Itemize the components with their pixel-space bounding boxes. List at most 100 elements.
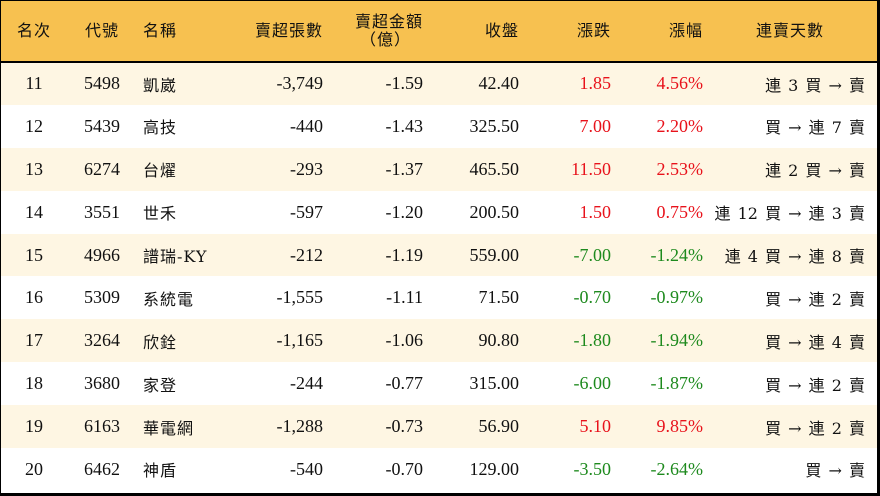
table-row[interactable]: 15 4966 譜瑞-KY -212 -1.19 559.00 -7.00 -1… [1, 233, 877, 277]
rank-cell: 19 [25, 416, 43, 437]
net-sell-lots-cell: -212 [290, 244, 323, 265]
net-sell-lots-cell: -3,749 [276, 73, 324, 94]
header-net-sell-amount: 賣超金額 （億） [323, 1, 423, 62]
change-pct-cell: -0.97% [650, 287, 704, 308]
name-cell[interactable]: 世禾 [143, 204, 178, 224]
change-cell: -1.80 [573, 330, 612, 351]
code-cell[interactable]: 3551 [84, 201, 120, 222]
code-cell[interactable]: 5309 [84, 287, 120, 308]
rank-cell: 16 [25, 287, 43, 308]
table-row[interactable]: 20 6462 神盾 -540 -0.70 129.00 -3.50 -2.64… [1, 448, 877, 491]
header-net-sell-amount-line1: 賣超金額 [354, 12, 423, 31]
change-pct-cell: -2.64% [650, 458, 704, 479]
change-pct-cell: -1.94% [650, 330, 704, 351]
rank-cell: 15 [25, 244, 43, 265]
rank-cell: 11 [25, 73, 43, 94]
rank-cell: 12 [25, 115, 43, 136]
net-sell-lots-cell: -540 [290, 458, 323, 479]
name-cell[interactable]: 華電網 [143, 418, 195, 438]
close-cell: 325.50 [469, 115, 520, 136]
rank-cell: 13 [25, 158, 43, 179]
code-cell[interactable]: 6163 [84, 416, 120, 437]
net-sell-amount-cell: -1.43 [385, 115, 424, 136]
name-cell[interactable]: 系統電 [143, 289, 195, 309]
streak-cell: 買 → 連 2 賣 [765, 289, 865, 309]
table-row[interactable]: 19 6163 華電網 -1,288 -0.73 56.90 5.10 9.85… [1, 405, 877, 449]
change-pct-cell: 9.85% [656, 416, 704, 437]
net-sell-lots-cell: -597 [290, 201, 323, 222]
header-code: 代號 [84, 21, 119, 40]
streak-cell: 連 12 買 → 連 3 賣 [714, 204, 865, 224]
header-change: 漲跌 [576, 21, 611, 40]
close-cell: 559.00 [469, 244, 520, 265]
table-row[interactable]: 16 5309 系統電 -1,555 -1.11 71.50 -0.70 -0.… [1, 276, 877, 320]
change-cell: -0.70 [573, 287, 612, 308]
table-row[interactable]: 11 5498 凱崴 -3,749 -1.59 42.40 1.85 4.56%… [1, 62, 877, 105]
close-cell: 56.90 [478, 416, 520, 437]
streak-cell: 買 → 連 2 賣 [765, 375, 865, 395]
close-cell: 129.00 [469, 458, 520, 479]
change-pct-cell: 2.53% [656, 158, 704, 179]
name-cell[interactable]: 台燿 [143, 161, 178, 181]
name-cell[interactable]: 欣銓 [143, 332, 178, 352]
code-cell[interactable]: 5439 [84, 115, 120, 136]
code-cell[interactable]: 4966 [84, 244, 120, 265]
rank-cell: 17 [25, 330, 43, 351]
rank-cell: 18 [25, 373, 43, 394]
net-sell-amount-cell: -0.73 [385, 416, 424, 437]
change-cell: 5.10 [579, 416, 612, 437]
net-sell-amount-cell: -1.59 [385, 73, 424, 94]
streak-cell: 買 → 連 7 賣 [765, 118, 865, 138]
change-cell: 1.85 [579, 73, 612, 94]
code-cell[interactable]: 3264 [84, 330, 120, 351]
header-name: 名稱 [143, 21, 178, 40]
net-sell-lots-cell: -440 [290, 115, 323, 136]
table-row[interactable]: 14 3551 世禾 -597 -1.20 200.50 1.50 0.75% … [1, 190, 877, 234]
streak-cell: 買 → 賣 [805, 461, 865, 481]
code-cell[interactable]: 6274 [84, 158, 120, 179]
change-cell: -3.50 [573, 458, 612, 479]
close-cell: 71.50 [478, 287, 520, 308]
code-cell[interactable]: 5498 [84, 73, 120, 94]
streak-cell: 買 → 連 4 賣 [765, 332, 865, 352]
change-pct-cell: 2.20% [656, 115, 704, 136]
code-cell[interactable]: 3680 [84, 373, 120, 394]
table-row[interactable]: 17 3264 欣銓 -1,165 -1.06 90.80 -1.80 -1.9… [1, 319, 877, 363]
header-streak: 連賣天數 [755, 21, 824, 40]
net-sell-amount-cell: -0.70 [385, 458, 424, 479]
net-sell-amount-cell: -1.20 [385, 201, 424, 222]
net-sell-amount-cell: -1.06 [385, 330, 424, 351]
rank-cell: 14 [25, 201, 43, 222]
change-pct-cell: -1.87% [650, 373, 704, 394]
table-row[interactable]: 18 3680 家登 -244 -0.77 315.00 -6.00 -1.87… [1, 362, 877, 406]
net-sell-amount-cell: -1.11 [386, 287, 423, 308]
net-sell-lots-cell: -1,555 [276, 287, 324, 308]
net-sell-lots-cell: -244 [290, 373, 323, 394]
close-cell: 465.50 [469, 158, 520, 179]
header-close: 收盤 [484, 21, 519, 40]
table-row[interactable]: 13 6274 台燿 -293 -1.37 465.50 11.50 2.53%… [1, 147, 877, 191]
name-cell[interactable]: 譜瑞-KY [143, 247, 208, 266]
streak-cell: 買 → 連 2 賣 [765, 418, 865, 438]
name-cell[interactable]: 凱崴 [143, 75, 178, 95]
name-cell[interactable]: 神盾 [143, 461, 178, 481]
header-change-pct: 漲幅 [668, 21, 703, 40]
header-rank: 名次 [16, 21, 51, 40]
net-sell-lots-cell: -1,288 [276, 416, 324, 437]
header-net-sell-amount-line2: （億） [359, 30, 411, 49]
rank-cell: 20 [25, 458, 43, 479]
close-cell: 315.00 [469, 373, 520, 394]
name-cell[interactable]: 家登 [143, 375, 178, 395]
change-pct-cell: 4.56% [656, 73, 704, 94]
header-net-sell-lots: 賣超張數 [254, 21, 323, 40]
net-sell-amount-cell: -1.37 [385, 158, 424, 179]
name-cell[interactable]: 高技 [143, 118, 178, 138]
change-cell: -7.00 [573, 244, 612, 265]
net-sell-amount-cell: -0.77 [385, 373, 424, 394]
table-row[interactable]: 12 5439 高技 -440 -1.43 325.50 7.00 2.20% … [1, 104, 877, 148]
change-cell: -6.00 [573, 373, 612, 394]
code-cell[interactable]: 6462 [84, 458, 120, 479]
change-pct-cell: 0.75% [656, 201, 704, 222]
